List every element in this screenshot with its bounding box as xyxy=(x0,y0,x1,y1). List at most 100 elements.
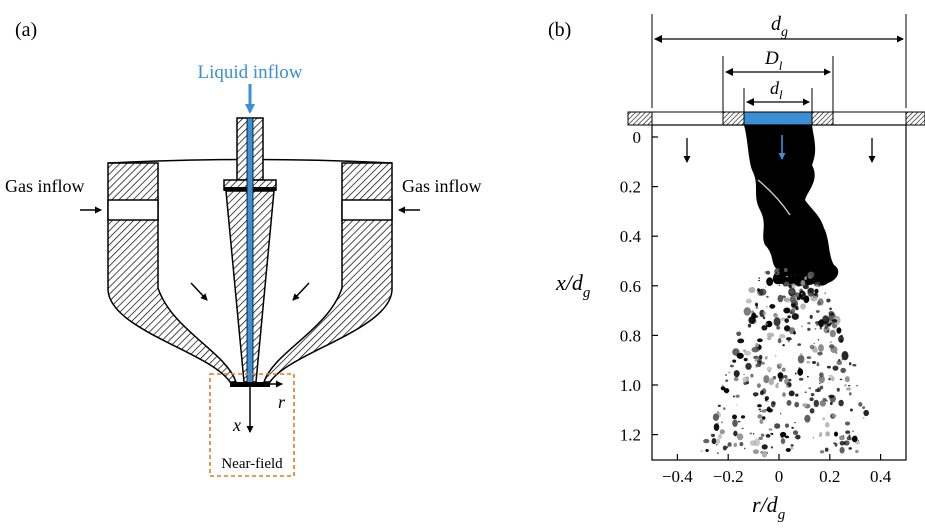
droplet xyxy=(841,351,849,361)
droplet xyxy=(855,441,860,445)
droplet xyxy=(778,269,783,273)
droplet xyxy=(722,445,728,451)
droplet xyxy=(721,421,723,424)
droplet xyxy=(729,364,734,368)
droplet xyxy=(827,330,830,333)
gas-slot-left xyxy=(107,199,159,221)
droplet xyxy=(717,404,721,407)
droplet xyxy=(818,434,822,437)
droplet xyxy=(755,305,759,310)
droplet xyxy=(752,392,759,397)
droplet xyxy=(785,448,791,452)
droplet xyxy=(848,434,851,437)
droplet xyxy=(725,379,729,383)
droplet xyxy=(773,313,779,318)
plate-hatch-right xyxy=(811,111,834,126)
droplet xyxy=(719,429,725,435)
gas-inflow-left-label: Gas inflow xyxy=(5,176,85,196)
droplet xyxy=(781,367,786,372)
droplet xyxy=(858,402,863,407)
gas-flow-arrow-right xyxy=(292,282,310,301)
droplet xyxy=(703,438,710,444)
plate-hatch-left xyxy=(722,111,745,126)
droplet xyxy=(777,338,782,344)
droplet xyxy=(723,407,726,410)
droplet xyxy=(735,404,738,406)
droplet xyxy=(836,360,843,366)
droplet xyxy=(785,275,789,278)
droplet xyxy=(793,331,796,335)
panel-b-label: (b) xyxy=(548,19,571,41)
droplet xyxy=(786,400,792,406)
droplet xyxy=(758,354,763,360)
near-field-label: Near-field xyxy=(221,456,283,472)
droplet xyxy=(790,446,794,450)
x-tick-label: 0.4 xyxy=(870,467,892,486)
dg-label: dg xyxy=(771,13,788,40)
droplet xyxy=(723,388,730,394)
droplet xyxy=(828,311,835,316)
droplet xyxy=(799,294,802,298)
droplet xyxy=(799,353,803,356)
droplet xyxy=(740,415,746,419)
droplet xyxy=(829,322,833,325)
droplet xyxy=(784,435,790,439)
y-tick-label: 1.0 xyxy=(620,376,641,395)
droplet xyxy=(856,384,859,387)
droplet xyxy=(815,321,821,325)
droplet xyxy=(787,340,790,343)
droplet xyxy=(829,394,836,403)
droplet xyxy=(801,292,803,295)
droplet xyxy=(755,366,758,369)
gas-inflow-right-label: Gas inflow xyxy=(402,176,482,196)
x-axis-ticks: −0.4 −0.2 0 0.2 0.4 xyxy=(662,454,892,486)
y-tick-label: 0 xyxy=(633,128,642,147)
panel-a-label: (a) xyxy=(15,19,37,41)
droplet xyxy=(797,368,804,376)
droplet xyxy=(809,397,814,402)
droplet xyxy=(791,283,796,289)
droplet xyxy=(777,382,779,384)
droplet xyxy=(766,295,769,298)
droplet xyxy=(796,283,801,287)
droplet xyxy=(737,420,740,423)
droplet xyxy=(842,435,845,437)
droplet xyxy=(831,321,835,324)
droplet xyxy=(795,434,801,440)
droplet xyxy=(784,297,791,303)
droplet xyxy=(764,396,770,401)
droplet xyxy=(812,437,814,439)
droplet xyxy=(760,390,764,396)
droplet xyxy=(790,444,794,447)
droplet xyxy=(733,376,739,382)
droplet xyxy=(795,393,799,397)
droplet xyxy=(780,317,786,321)
droplet xyxy=(721,384,724,387)
x-tick-label: −0.4 xyxy=(662,467,693,486)
droplet xyxy=(809,314,813,319)
droplet xyxy=(802,403,807,407)
droplet xyxy=(829,340,833,344)
droplet xyxy=(825,422,830,428)
droplet xyxy=(829,401,833,406)
droplet xyxy=(743,357,748,362)
droplet xyxy=(798,268,806,275)
y-tick-label: 0.4 xyxy=(620,227,642,246)
droplet xyxy=(814,328,817,330)
droplet xyxy=(732,419,738,427)
droplet xyxy=(758,288,767,296)
droplet xyxy=(739,442,744,447)
droplet xyxy=(716,438,721,444)
axis-x-label: x xyxy=(232,415,241,435)
droplet xyxy=(757,338,763,343)
droplet xyxy=(830,345,838,354)
droplet xyxy=(717,421,720,424)
droplet xyxy=(795,293,797,295)
droplet xyxy=(800,303,806,310)
droplet xyxy=(770,446,774,449)
droplet xyxy=(769,304,776,309)
droplet xyxy=(778,374,785,380)
droplet xyxy=(791,427,794,429)
droplet xyxy=(737,338,745,344)
droplet xyxy=(727,442,732,447)
